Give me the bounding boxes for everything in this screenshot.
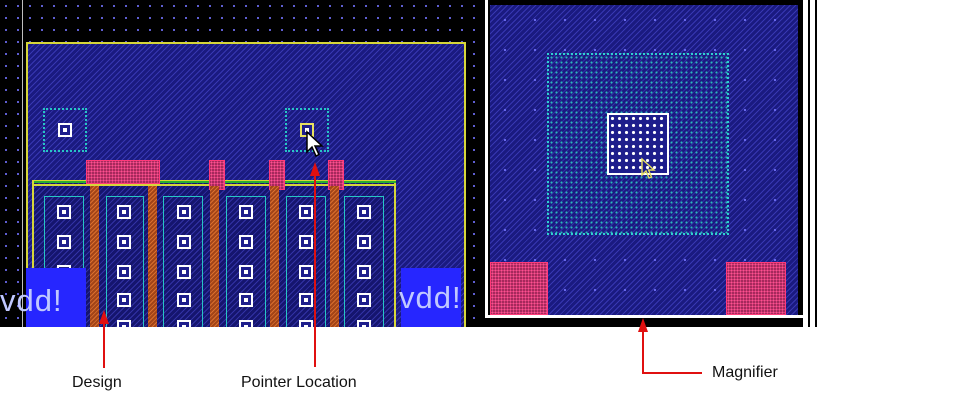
- contact-cell: [239, 265, 253, 279]
- contact-cell: [299, 293, 313, 307]
- contact-cell: [177, 293, 191, 307]
- contact-cell: [357, 293, 371, 307]
- contact-cell: [117, 320, 131, 327]
- arrow-pointer-icon: [306, 130, 324, 158]
- window-border-outer: [815, 0, 817, 327]
- poly-cap-1[interactable]: [86, 160, 160, 184]
- contact-cell: [177, 265, 191, 279]
- design-arrow-head: [99, 310, 109, 324]
- pointer-arrow-line: [314, 175, 316, 367]
- diffusion-col-1[interactable]: [44, 196, 84, 327]
- magnifier-window[interactable]: [485, 0, 803, 327]
- contact-cell: [177, 320, 191, 327]
- magnified-contact[interactable]: [607, 113, 669, 175]
- contact-cell: [117, 205, 131, 219]
- gate-strip-1[interactable]: [90, 186, 99, 327]
- window-gap: [803, 0, 808, 327]
- diffusion-col-5[interactable]: [286, 196, 326, 327]
- design-arrow-line: [103, 323, 105, 368]
- contact-cell: [299, 320, 313, 327]
- contact-cell: [299, 235, 313, 249]
- contact-cell: [117, 235, 131, 249]
- design-canvas[interactable]: vdd! vdd!: [0, 0, 485, 327]
- contact-cell: [357, 205, 371, 219]
- vdd-label-left: vdd!: [0, 283, 63, 318]
- via-left[interactable]: [43, 108, 87, 152]
- gate-strip-5[interactable]: [330, 186, 339, 327]
- contact-cell: [57, 205, 71, 219]
- diffusion-col-6[interactable]: [344, 196, 384, 327]
- window-border: [808, 0, 810, 327]
- diffusion-col-3[interactable]: [163, 196, 203, 327]
- poly-cap-2[interactable]: [209, 160, 225, 190]
- magnified-pointer-icon: [641, 157, 656, 179]
- magnifier-view[interactable]: [490, 5, 798, 315]
- magnifier-frame-bottom: [485, 315, 803, 318]
- contact-cell: [177, 235, 191, 249]
- pointer-location-label: Pointer Location: [241, 374, 357, 391]
- contact-cell: [357, 265, 371, 279]
- diffusion-col-2[interactable]: [106, 196, 144, 327]
- contact-cell: [239, 235, 253, 249]
- contact-cell: [117, 265, 131, 279]
- contact-cell: [299, 265, 313, 279]
- contact-cell: [357, 320, 371, 327]
- ruler-line: [22, 0, 23, 327]
- poly-cap-3[interactable]: [269, 160, 285, 190]
- pointer-arrow-head: [310, 162, 320, 176]
- contact-cell: [357, 235, 371, 249]
- magnifier-arrow-line-horizontal: [642, 372, 702, 374]
- magnifier-arrow-line-vertical: [642, 331, 644, 373]
- contact-cell: [57, 235, 71, 249]
- design-label: Design: [72, 374, 122, 391]
- magnifier-label: Magnifier: [712, 364, 778, 381]
- via-contact: [58, 123, 72, 137]
- magnifier-arrow-head: [638, 318, 648, 332]
- vdd-label-right: vdd!: [399, 280, 462, 315]
- vdd-pad-right[interactable]: [401, 268, 461, 327]
- contact-cell: [239, 293, 253, 307]
- gate-strip-3[interactable]: [210, 186, 219, 327]
- contact-cell: [239, 320, 253, 327]
- magnified-poly-left[interactable]: [490, 262, 548, 315]
- gate-strip-4[interactable]: [270, 186, 279, 327]
- contact-cell: [239, 205, 253, 219]
- diffusion-col-4[interactable]: [226, 196, 266, 327]
- contact-cell: [177, 205, 191, 219]
- vdd-pad-left[interactable]: [26, 268, 86, 327]
- poly-cap-4[interactable]: [328, 160, 344, 190]
- magnified-poly-right[interactable]: [726, 262, 786, 315]
- contact-cell: [117, 293, 131, 307]
- gate-strip-2[interactable]: [148, 186, 157, 327]
- magnifier-frame-left: [485, 0, 488, 318]
- contact-cell: [299, 205, 313, 219]
